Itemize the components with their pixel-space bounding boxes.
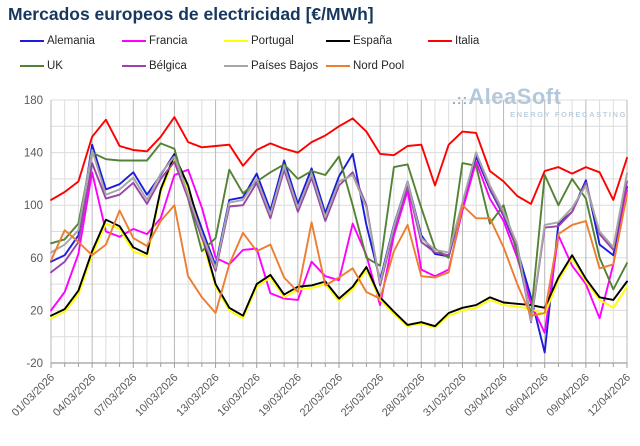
legend-swatch-uk <box>20 65 44 67</box>
y-tick-label: 180 <box>24 95 43 107</box>
series-line-belgica <box>50 151 628 324</box>
x-tick-label: 04/03/2026 <box>51 372 98 419</box>
legend-item-uk[interactable]: UK <box>20 58 63 74</box>
legend: Alemania Francia Portugal España Italia UK Bél… <box>0 33 640 85</box>
legend-swatch-nord-pool <box>326 65 350 67</box>
x-tick-label: 12/04/2026 <box>586 372 633 419</box>
legend-item-italia[interactable]: Italia <box>428 33 479 49</box>
legend-label: Países Bajos <box>251 60 319 72</box>
x-tick-label: 13/03/2026 <box>174 372 221 419</box>
legend-swatch-francia <box>122 40 146 42</box>
series-line-italia <box>50 116 628 205</box>
legend-item-paises-bajos[interactable]: Países Bajos <box>224 58 318 74</box>
legend-label: España <box>353 35 393 47</box>
legend-item-francia[interactable]: Francia <box>122 33 187 49</box>
x-tick-label: 07/03/2026 <box>92 372 139 419</box>
legend-label: Italia <box>455 35 480 47</box>
series-line-francia <box>50 160 628 334</box>
legend-item-nord-pool[interactable]: Nord Pool <box>326 58 404 74</box>
legend-item-belgica[interactable]: Bélgica <box>122 58 187 74</box>
legend-item-portugal[interactable]: Portugal <box>224 33 294 49</box>
series-line-nord-pool <box>50 193 628 317</box>
legend-item-espana[interactable]: España <box>326 33 392 49</box>
series-line-paises-bajos <box>50 149 628 322</box>
series-line-espana <box>50 154 628 328</box>
y-tick-label: 20 <box>30 305 43 317</box>
legend-swatch-paises-bajos <box>224 65 248 67</box>
x-tick-label: 19/03/2026 <box>257 372 304 419</box>
x-tick-label: 16/03/2026 <box>215 372 262 419</box>
legend-label: Francia <box>149 35 188 47</box>
x-tick-label: 10/03/2026 <box>133 372 180 419</box>
legend-label: Nord Pool <box>353 60 405 72</box>
legend-swatch-italia <box>428 40 452 42</box>
x-tick-label: 22/03/2026 <box>298 372 345 419</box>
legend-swatch-alemania <box>20 40 44 42</box>
x-tick-label: 28/03/2026 <box>380 372 427 419</box>
y-tick-label: 60 <box>30 253 43 265</box>
x-tick-label: 31/03/2026 <box>421 372 468 419</box>
legend-label: Portugal <box>251 35 294 47</box>
y-tick-label: -20 <box>26 358 43 370</box>
x-tick-label: 09/04/2026 <box>545 372 592 419</box>
y-tick-label: 100 <box>24 200 43 212</box>
legend-label: Bélgica <box>149 60 187 72</box>
legend-label: Alemania <box>47 35 95 47</box>
x-tick-label: 25/03/2026 <box>339 372 386 419</box>
y-tick-label: 140 <box>24 148 43 160</box>
legend-swatch-espana <box>326 40 350 42</box>
chart-title: Mercados europeos de electricidad [€/MWh… <box>8 4 374 24</box>
x-tick-label: 03/04/2026 <box>462 372 509 419</box>
x-tick-label: 01/03/2026 <box>10 372 57 419</box>
x-tick-label: 06/04/2026 <box>503 372 550 419</box>
legend-swatch-belgica <box>122 65 146 67</box>
legend-label: UK <box>47 60 63 72</box>
series-line-alemania <box>50 143 628 354</box>
legend-swatch-portugal <box>224 40 248 42</box>
legend-item-alemania[interactable]: Alemania <box>20 33 95 49</box>
